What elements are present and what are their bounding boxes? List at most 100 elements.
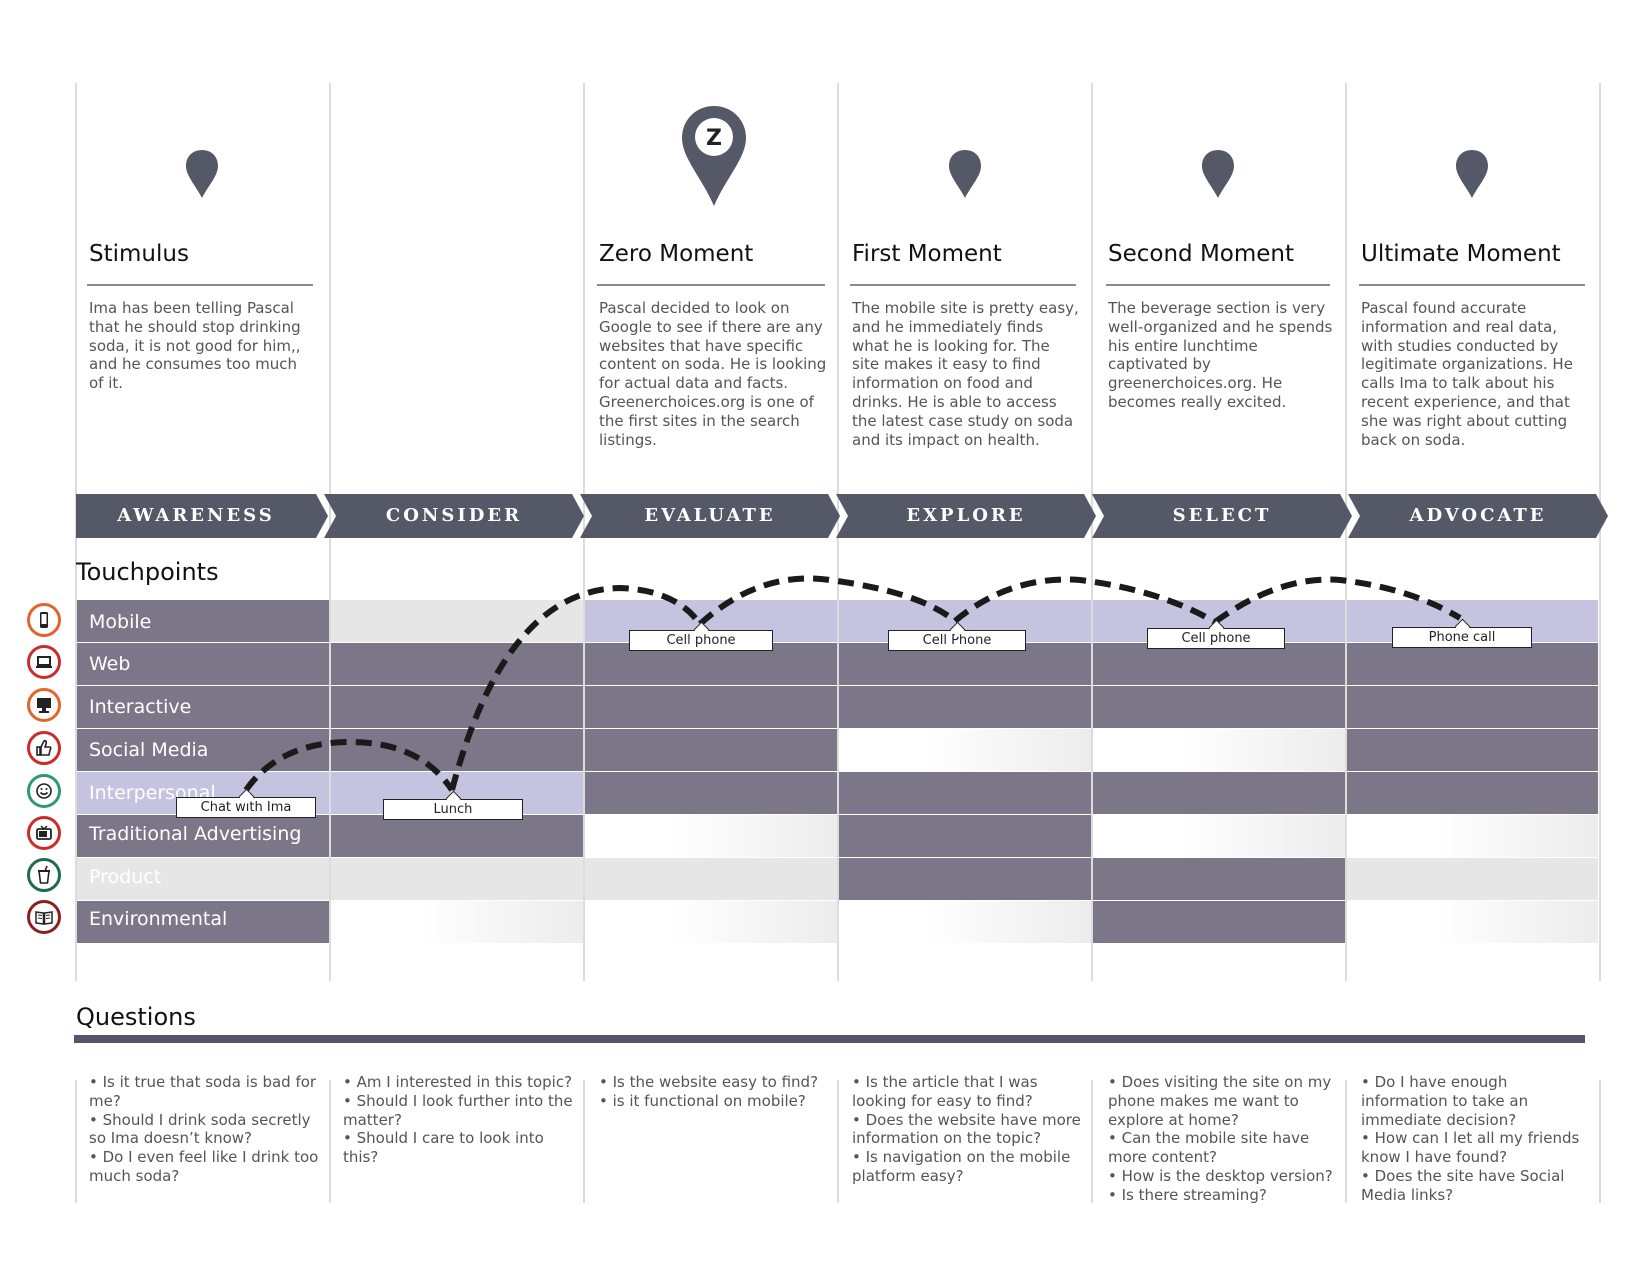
stage-description: The beverage section is very well-organi… — [1108, 299, 1333, 411]
touchpoint-cell — [839, 858, 1091, 900]
question-item: • Do I even feel like I drink too much s… — [89, 1148, 319, 1185]
touchpoint-cell — [1347, 858, 1598, 900]
book-icon — [27, 900, 61, 934]
touchpoint-cell — [585, 729, 837, 771]
phase-label: CONSIDER — [385, 505, 523, 526]
questions-divider — [74, 1035, 1585, 1043]
question-divider — [1345, 1080, 1347, 1203]
soda-cup-icon — [27, 858, 61, 892]
touchpoint-cell — [77, 643, 329, 685]
question-divider — [837, 1080, 839, 1203]
touchpoint-cell — [77, 901, 329, 943]
touchpoint-cell — [1093, 901, 1345, 943]
column-divider — [1345, 83, 1347, 981]
question-item: • Is the article that I was looking for … — [852, 1073, 1038, 1110]
phase-awareness: AWARENESS — [76, 494, 328, 538]
touchpoint-cell — [331, 815, 583, 857]
question-divider — [329, 1080, 331, 1203]
touchpoint-cell — [77, 600, 329, 642]
touchpoint-cell — [839, 815, 1091, 857]
stage-title: Zero Moment — [599, 241, 754, 267]
phase-select: SELECT — [1092, 494, 1352, 538]
stage-description: Ima has been telling Pascal that he shou… — [89, 299, 301, 393]
zero-moment-pin-icon: Z — [682, 106, 746, 206]
stage-rule — [1359, 284, 1585, 286]
question-divider — [1599, 1080, 1601, 1203]
phase-explore: EXPLORE — [836, 494, 1096, 538]
row-label-mobile: Mobile — [89, 611, 152, 633]
map-pin-icon — [186, 150, 218, 198]
question-item: • How is the desktop version? — [1108, 1166, 1333, 1185]
stage-description: Pascal decided to look on Google to see … — [599, 299, 827, 449]
touchpoint-cell — [1347, 729, 1598, 771]
touchpoint-cell — [1093, 729, 1345, 771]
phase-advocate: ADVOCATE — [1348, 494, 1608, 538]
phase-label: SELECT — [1172, 505, 1272, 526]
phase-evaluate: EVALUATE — [580, 494, 840, 538]
touchpoint-cell — [585, 901, 837, 943]
tv-icon — [27, 816, 61, 850]
tag-cell-phone: Cell phone — [1147, 628, 1285, 649]
touchpoint-cell — [331, 858, 583, 900]
touchpoint-cell — [77, 858, 329, 900]
stage-rule — [597, 284, 825, 286]
touchpoint-cell — [839, 901, 1091, 943]
touchpoint-cell — [1347, 815, 1598, 857]
touchpoint-cell — [77, 686, 329, 728]
question-item: • How can I let all my friends know I ha… — [1361, 1129, 1580, 1167]
touchpoint-cell — [1347, 686, 1598, 728]
touchpoint-cell — [585, 686, 837, 728]
stage-rule — [850, 284, 1076, 286]
phase-label: EXPLORE — [906, 505, 1026, 526]
question-list: • Do I have enough information to take a… — [1361, 1073, 1593, 1205]
phase-label: ADVOCATE — [1409, 505, 1547, 526]
touchpoint-cell — [1347, 901, 1598, 943]
column-divider — [837, 83, 839, 981]
column-divider — [1091, 83, 1093, 981]
row-label-web: Web — [89, 653, 131, 675]
stage-description: Pascal found accurate information and re… — [1361, 299, 1573, 449]
question-item: • Is there streaming? — [1108, 1185, 1267, 1204]
tag-cell-phone: Cell Phone — [888, 630, 1026, 651]
stage-rule — [87, 284, 313, 286]
map-pin-icon — [949, 150, 981, 198]
tag-cell-phone: Cell phone — [629, 630, 773, 651]
stage-title: Second Moment — [1108, 241, 1295, 267]
question-divider — [75, 1080, 77, 1203]
question-item: • Do I have enough information to take a… — [1361, 1073, 1529, 1129]
column-divider — [1599, 83, 1601, 981]
question-list: • Is the website easy to find? • is it f… — [599, 1073, 835, 1111]
touchpoint-cell — [1093, 858, 1345, 900]
svg-text:Z: Z — [706, 126, 722, 151]
touchpoint-cell — [77, 729, 329, 771]
touchpoint-cell — [585, 772, 837, 814]
row-label-traditional-advertising: Traditional Advertising — [89, 823, 302, 845]
mobile-phone-icon — [27, 603, 61, 637]
touchpoint-cell — [331, 901, 583, 943]
question-item: • is it functional on mobile? — [599, 1091, 806, 1110]
stage-title: Ultimate Moment — [1361, 241, 1561, 267]
tag-phone-call: Phone call — [1392, 627, 1532, 648]
stage-rule — [1106, 284, 1330, 286]
phase-consider: CONSIDER — [324, 494, 584, 538]
row-label-interactive: Interactive — [89, 696, 192, 718]
touchpoint-cell — [77, 815, 329, 857]
question-item: • Does visiting the site on my phone mak… — [1108, 1073, 1332, 1129]
question-item: • Should I care to look into this? — [343, 1129, 544, 1167]
question-item: • Am I interested in this topic? — [343, 1073, 573, 1091]
question-item: • Does the website have more information… — [852, 1110, 1081, 1148]
touchpoint-cell — [331, 686, 583, 728]
touchpoint-cell — [1347, 772, 1598, 814]
question-item: • Is it true that soda is bad for me? — [89, 1073, 317, 1110]
stage-description: The mobile site is pretty easy, and he i… — [852, 299, 1079, 449]
phase-label: EVALUATE — [644, 505, 776, 526]
questions-title: Questions — [76, 1003, 196, 1031]
question-divider — [1091, 1080, 1093, 1203]
question-list: • Is it true that soda is bad for me? • … — [89, 1073, 321, 1186]
question-list: • Is the article that I was looking for … — [852, 1073, 1084, 1186]
stage-title: Stimulus — [89, 241, 189, 267]
question-item: • Is navigation on the mobile platform e… — [852, 1148, 1071, 1185]
laptop-icon — [27, 645, 61, 679]
touchpoint-cell — [1347, 643, 1598, 685]
tag-chat-with-ima: Chat with Ima — [176, 797, 316, 818]
